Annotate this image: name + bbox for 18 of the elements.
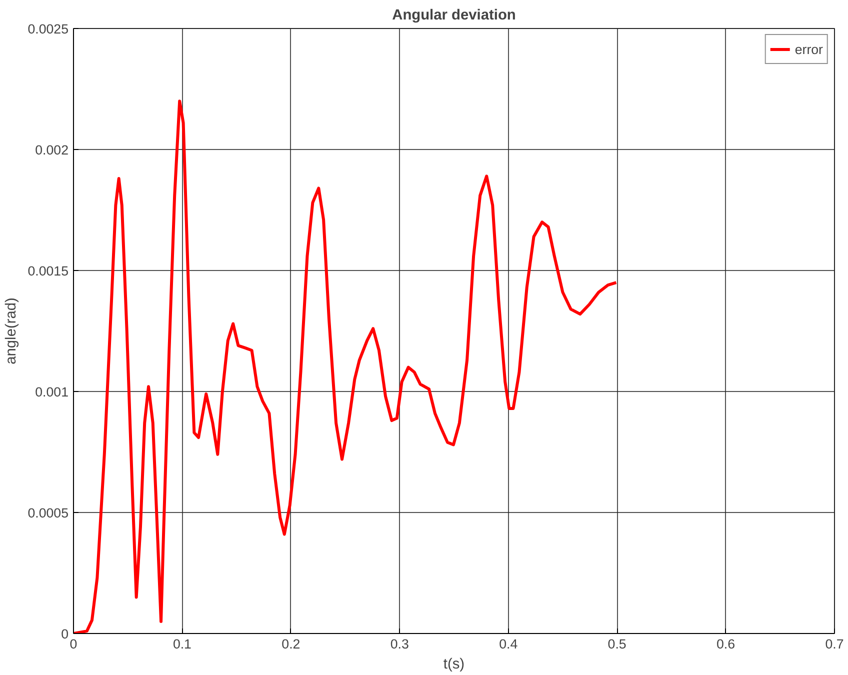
y-tick-label: 0.002 (35, 142, 69, 158)
y-tick-label: 0.0005 (28, 506, 68, 520)
x-tick-label: 0.3 (390, 636, 409, 652)
x-tick-label: 0.1 (172, 636, 192, 652)
x-axis-title: t(s) (443, 656, 465, 672)
line-series (74, 100, 618, 634)
x-tick-label: 0.6 (716, 636, 736, 652)
chart-title: Angular deviation (392, 8, 516, 24)
x-tick-label: 0.5 (608, 636, 626, 652)
x-tick-label: 0.7 (825, 636, 844, 652)
y-tick-label: 0.001 (35, 384, 69, 400)
y-axis-title: angle(rad) (4, 298, 20, 364)
y-tick-label: 0.0015 (28, 264, 68, 278)
x-tick-label: 0.4 (499, 636, 518, 652)
y-tick-label: 0 (61, 626, 69, 642)
x-tick-label: 0.2 (282, 636, 300, 652)
y-tick-label: 0.0025 (28, 22, 68, 36)
legend-label: error (794, 42, 823, 56)
